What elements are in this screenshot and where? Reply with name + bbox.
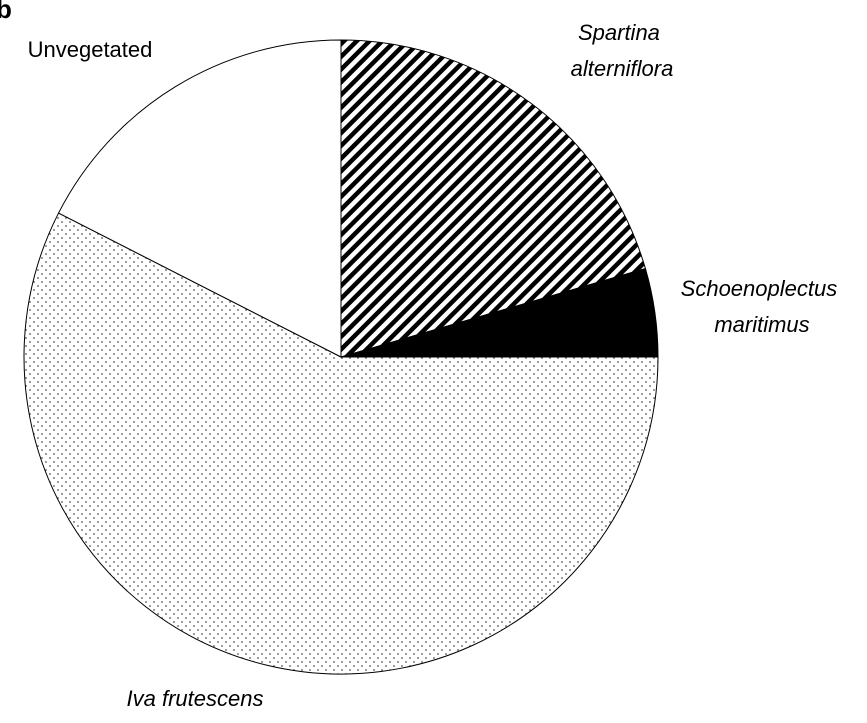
pie-slice: [340, 39, 647, 358]
pie-slice: [23, 212, 659, 675]
slice-label: Iva frutescens: [127, 686, 264, 711]
slice-label: Unvegetated: [28, 37, 153, 62]
slice-label: Schoenoplectus maritimus: [681, 276, 844, 337]
pie-slice: [57, 39, 342, 358]
slice-label: Spartina alterniflora: [571, 20, 674, 81]
panel-label: b: [0, 0, 12, 24]
